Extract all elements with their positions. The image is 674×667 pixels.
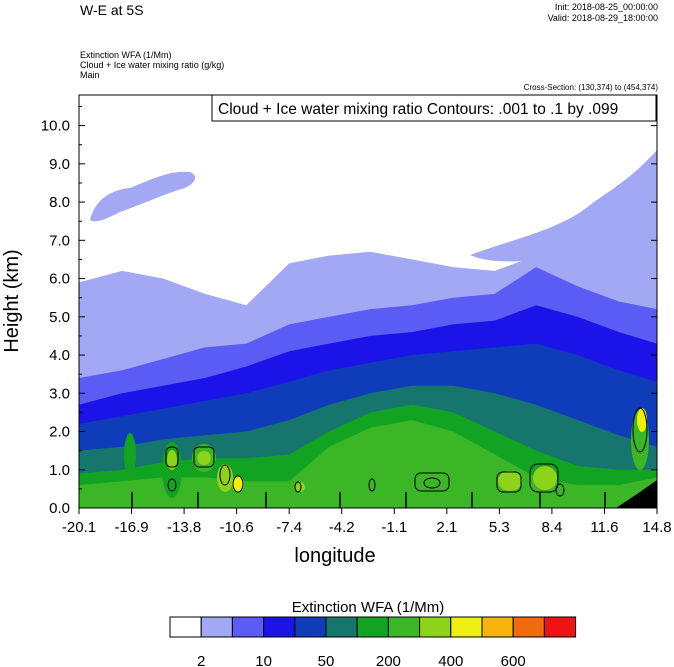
terrain-markers	[131, 492, 606, 508]
x-tick-label: 14.8	[642, 519, 671, 536]
colorbar-label: 10	[255, 653, 272, 667]
y-tick-label: 2.0	[49, 424, 70, 441]
x-tick-label: -4.2	[329, 519, 355, 536]
mixing-ratio-contours	[165, 407, 648, 497]
x-axis-title: longitude	[294, 545, 375, 567]
x-tick-label: -20.1	[62, 519, 96, 536]
y-tick-label: 0.0	[49, 500, 70, 517]
y-tick-label: 3.0	[49, 385, 70, 402]
contour-info-box: Cloud + Ice water mixing ratio Contours:…	[211, 94, 657, 122]
colorbar-label: 200	[376, 653, 401, 667]
y-axis-title: Height (km)	[1, 249, 23, 352]
colorbar-title: Extinction WFA (1/Mm)	[292, 599, 445, 616]
x-tick-label: -13.8	[167, 519, 201, 536]
x-tick-label: -10.6	[220, 519, 254, 536]
colorbar-swatch	[512, 616, 545, 638]
upper-cloud-patch	[90, 150, 657, 262]
x-tick-label: -7.4	[276, 519, 302, 536]
field-main: Main	[80, 70, 100, 80]
y-tick-label: 6.0	[49, 271, 70, 288]
colorbar-label: 50	[318, 653, 335, 667]
init-valid-times: Init: 2018-08-25_00:00:00 Valid: 2018-08…	[548, 2, 658, 24]
field-cloud-ice: Cloud + Ice water mixing ratio (g/kg)	[80, 60, 225, 70]
y-tick-label: 10.0	[41, 118, 70, 135]
colorbar-swatch	[200, 616, 233, 638]
colorbar-swatch	[356, 616, 389, 638]
plot-area	[79, 95, 657, 508]
init-time: Init: 2018-08-25_00:00:00	[554, 2, 658, 12]
colorbar	[169, 616, 577, 638]
x-axis: -20.1 -16.9 -13.8 -10.6 -7.4 -4.2 -1.1 2.1 5.3 8.…	[62, 508, 672, 536]
convective-cells	[124, 408, 657, 508]
valid-time: Valid: 2018-08-29_18:00:00	[547, 13, 658, 23]
colorbar-swatch	[419, 616, 452, 638]
colorbar-swatch	[543, 616, 577, 638]
x-tick-label: 2.1	[436, 519, 457, 536]
figure-title: W-E at 5S	[80, 2, 144, 18]
x-tick-label: 5.3	[489, 519, 510, 536]
x-tick-label: -16.9	[114, 519, 148, 536]
colorbar-label: 2	[197, 653, 205, 667]
colorbar-swatch	[294, 616, 327, 638]
x-tick-label: 11.6	[590, 519, 618, 536]
x-tick-label: -1.1	[381, 519, 407, 536]
colorbar-label: 600	[501, 653, 526, 667]
colorbar-swatch	[325, 616, 358, 638]
colorbar-labels: 2 10 50 200 400 600	[197, 653, 526, 667]
colorbar-swatch	[481, 616, 514, 638]
y-axis: 0.0 1.0 2.0 3.0 4.0 5.0 6.0 7.0 8.0 9.0 10.0	[41, 105, 657, 517]
field-list: Extinction WFA (1/Mm) Cloud + Ice water …	[80, 50, 224, 80]
y-tick-label: 5.0	[49, 309, 70, 326]
colorbar-swatch	[169, 616, 202, 638]
contour-info-text: Cloud + Ice water mixing ratio Contours:…	[218, 101, 618, 118]
contour-info-frame	[211, 94, 657, 122]
colorbar-swatch	[263, 616, 296, 638]
colorbar-swatch	[450, 616, 483, 638]
terrain	[616, 480, 657, 508]
y-tick-label: 7.0	[49, 232, 70, 249]
y-tick-label: 4.0	[49, 347, 70, 364]
y-tick-label: 1.0	[49, 462, 70, 479]
colorbar-swatch	[387, 616, 421, 638]
y-tick-label: 8.0	[49, 194, 70, 211]
x-tick-label: 8.4	[541, 519, 562, 536]
colorbar-label: 400	[438, 653, 463, 667]
cross-section-label: Cross-Section: (130,374) to (454,374)	[523, 83, 658, 92]
colorbar-swatch	[231, 616, 265, 638]
field-extinction: Extinction WFA (1/Mm)	[80, 50, 172, 60]
y-tick-label: 9.0	[49, 156, 70, 173]
